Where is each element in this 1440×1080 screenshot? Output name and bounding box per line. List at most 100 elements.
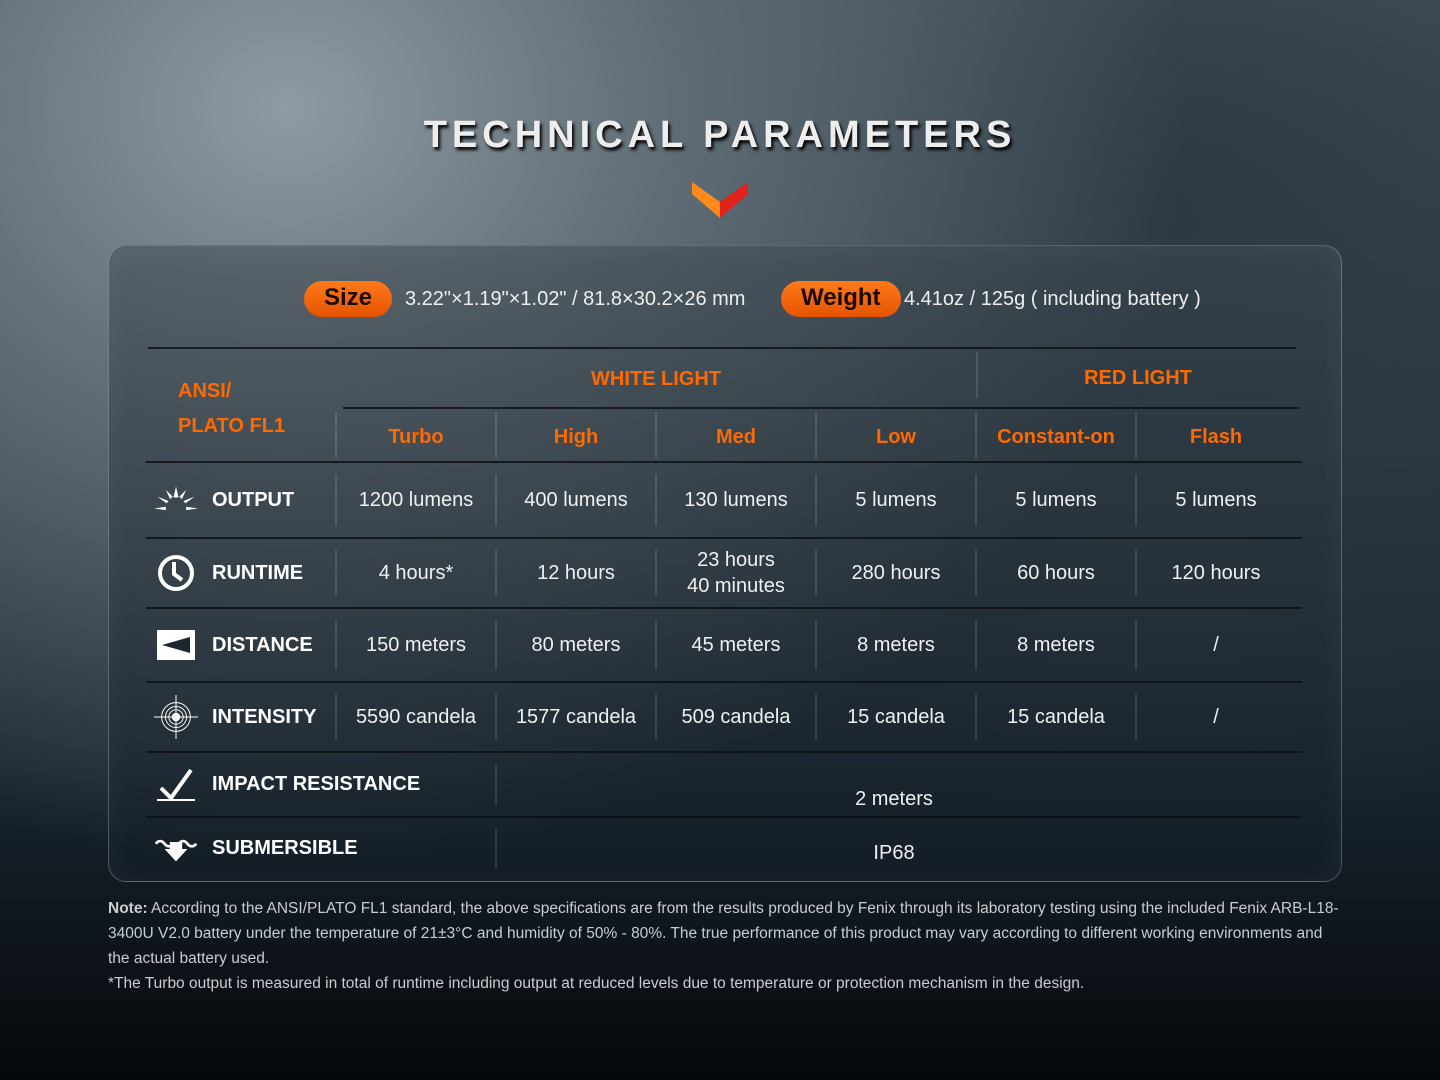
mode-header-high: High [553, 426, 599, 448]
water-icon [154, 835, 198, 863]
table-cell: 509 candela [681, 706, 791, 728]
col-divider [1135, 474, 1137, 526]
col-divider [975, 474, 977, 526]
spec-panel [108, 245, 1342, 882]
weight-value: 4.41oz / 125g ( including battery ) [904, 288, 1201, 310]
table-cell: 4 hours* [378, 562, 454, 584]
row-label-submersible: SUBMERSIBLE [154, 817, 358, 880]
row-label-output: OUTPUT [154, 462, 294, 538]
standard-label: ANSI/ [178, 380, 232, 402]
table-cell: 12 hours [537, 562, 615, 584]
col-divider [335, 474, 337, 526]
col-divider [655, 550, 657, 596]
table-cell: 400 lumens [524, 489, 628, 511]
col-divider [495, 474, 497, 526]
group-header-white: WHITE LIGHT [591, 368, 721, 390]
note: Note: According to the ANSI/PLATO FL1 st… [108, 896, 1348, 996]
col-divider [335, 550, 337, 596]
col-divider [815, 550, 817, 596]
col-divider [495, 550, 497, 596]
col-divider [655, 694, 657, 740]
col-divider [655, 620, 657, 670]
table-cell: 120 hours [1171, 562, 1261, 584]
divider [148, 347, 1296, 349]
row-divider [146, 461, 1302, 463]
table-cell: 80 meters [531, 634, 621, 656]
size-badge: Size [304, 281, 393, 317]
col-divider [495, 829, 497, 868]
impact-value: 2 meters [855, 787, 933, 810]
col-divider [495, 764, 497, 805]
col-divider [495, 694, 497, 740]
table-cell: 60 hours [1017, 562, 1095, 584]
mode-header-low: Low [876, 426, 916, 448]
table-cell: 5590 candela [355, 706, 477, 728]
weight-badge: Weight [781, 281, 901, 317]
col-divider [975, 550, 977, 596]
row-label-text: INTENSITY [212, 705, 317, 728]
mode-header-constant-on: Constant-on [997, 426, 1115, 448]
mode-header-med: Med [716, 426, 756, 448]
target-icon [154, 694, 198, 740]
table-cell: 280 hours [851, 562, 941, 584]
row-label-intensity: INTENSITY [154, 682, 316, 752]
col-divider [335, 620, 337, 670]
row-label-text: DISTANCE [212, 633, 313, 656]
mode-header-flash: Flash [1189, 426, 1243, 448]
col-divider [335, 694, 337, 740]
col-divider [975, 620, 977, 670]
col-divider [1135, 694, 1137, 740]
col-divider [1135, 412, 1137, 458]
col-divider [975, 694, 977, 740]
table-cell: / [1213, 706, 1219, 728]
standard-label: PLATO FL1 [178, 415, 286, 437]
clock-icon [154, 554, 198, 592]
table-cell: 5 lumens [855, 489, 937, 511]
row-label-runtime: RUNTIME [154, 538, 303, 608]
sun-rays-icon [154, 484, 198, 516]
row-label-text: SUBMERSIBLE [212, 837, 358, 859]
size-value: 3.22"×1.19"×1.02" / 81.8×30.2×26 mm [405, 288, 746, 310]
col-divider [335, 412, 337, 458]
col-divider [815, 474, 817, 526]
divider [343, 407, 1299, 409]
table-cell: 5 lumens [1015, 489, 1097, 511]
chevron-down-icon [692, 182, 748, 218]
row-divider [146, 681, 1302, 683]
note-text: According to the ANSI/PLATO FL1 standard… [108, 900, 1339, 967]
group-header-red: RED LIGHT [1084, 367, 1192, 389]
col-divider [976, 352, 978, 398]
row-divider [146, 816, 1302, 818]
row-divider [146, 751, 1302, 753]
col-divider [1135, 550, 1137, 596]
col-divider [815, 412, 817, 458]
table-cell: 150 meters [365, 634, 467, 656]
col-divider [815, 694, 817, 740]
mode-header-turbo: Turbo [388, 426, 444, 448]
row-label-text: OUTPUT [212, 488, 295, 511]
page-title: TECHNICAL PARAMETERS [423, 114, 1017, 156]
beam-distance-icon [154, 628, 198, 662]
col-divider [815, 620, 817, 670]
impact-icon [154, 768, 198, 802]
row-divider [146, 607, 1302, 609]
note-label: Note: [108, 900, 148, 917]
row-label-impact-resistance: IMPACT RESISTANCE [154, 752, 420, 817]
table-cell: 8 meters [1017, 634, 1095, 656]
table-cell: 8 meters [857, 634, 935, 656]
table-cell: 1577 candela [515, 706, 637, 728]
footnote: *The Turbo output is measured in total o… [108, 975, 1085, 992]
col-divider [495, 412, 497, 458]
col-divider [1135, 620, 1137, 670]
row-label-text: RUNTIME [212, 561, 304, 584]
table-cell: 23 hours 40 minutes [687, 549, 785, 597]
table-cell: 15 candela [847, 706, 945, 728]
table-cell: 5 lumens [1175, 489, 1257, 511]
table-cell: 130 lumens [684, 489, 788, 511]
col-divider [495, 620, 497, 670]
table-cell: 15 candela [1007, 706, 1105, 728]
col-divider [655, 412, 657, 458]
col-divider [975, 412, 977, 458]
table-cell: 1200 lumens [358, 489, 474, 511]
submersible-value: IP68 [873, 841, 915, 864]
